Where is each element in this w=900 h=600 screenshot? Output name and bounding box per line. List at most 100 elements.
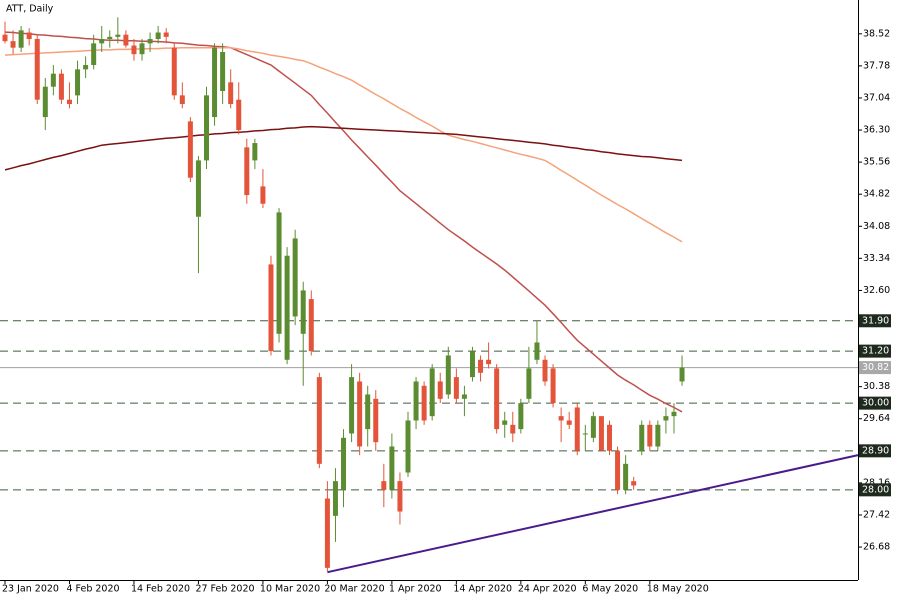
level-label-box xyxy=(859,396,891,410)
candle-body xyxy=(332,481,338,516)
candle-body xyxy=(365,394,371,430)
x-tick-label: 4 Feb 2020 xyxy=(66,584,119,595)
level-label-box xyxy=(859,444,891,458)
candle-body xyxy=(228,82,234,105)
candle-body xyxy=(429,368,435,417)
candle-body xyxy=(671,411,677,417)
candle-body xyxy=(381,481,387,490)
candle-body xyxy=(437,381,443,399)
candle-body xyxy=(566,420,572,425)
candle-body xyxy=(42,86,48,118)
moving-average xyxy=(4,46,683,243)
candle-body xyxy=(647,424,653,447)
y-tick-label: 37.04 xyxy=(863,92,890,103)
candle-body xyxy=(268,264,274,352)
candle-body xyxy=(623,463,629,490)
y-tick-label: 29.64 xyxy=(863,413,890,424)
candle-body xyxy=(582,433,588,435)
candle-body xyxy=(99,39,105,44)
candle-body xyxy=(413,381,419,421)
candle-body xyxy=(212,47,218,118)
candle-body xyxy=(10,41,16,48)
candle-body xyxy=(50,73,56,87)
level-label: 31.90 xyxy=(862,315,889,326)
candle-body xyxy=(292,238,298,317)
y-tick-label: 30.38 xyxy=(863,381,890,392)
candle-body xyxy=(469,351,475,378)
y-tick-label: 35.56 xyxy=(863,157,890,168)
y-tick-label: 28.16 xyxy=(863,477,890,488)
candle-body xyxy=(534,342,540,360)
candle-body xyxy=(445,355,451,395)
candle-body xyxy=(550,368,556,404)
candle-body xyxy=(155,32,161,40)
candle-body xyxy=(526,368,532,399)
y-tick-label: 27.42 xyxy=(863,509,890,520)
candle-body xyxy=(421,385,427,421)
candle-body xyxy=(179,95,185,105)
candle-body xyxy=(663,416,669,421)
candle-body xyxy=(107,36,113,40)
price-label: 30.82 xyxy=(862,362,889,373)
candle-body xyxy=(655,424,661,447)
candle-body xyxy=(308,299,314,352)
x-tick-label: 14 Apr 2020 xyxy=(453,584,512,595)
candle-body xyxy=(195,160,201,217)
candle-body xyxy=(639,424,645,451)
candle-body xyxy=(91,43,97,66)
candle-body xyxy=(34,39,40,100)
candle-body xyxy=(373,398,379,443)
candle-body xyxy=(236,99,242,131)
candle-body xyxy=(244,147,250,196)
candle-body xyxy=(397,481,403,512)
candle-body xyxy=(204,95,209,161)
candle-body xyxy=(139,43,145,55)
x-tick-label: 18 May 2020 xyxy=(647,584,709,595)
candle-body xyxy=(187,121,193,178)
candle-body xyxy=(518,403,524,430)
y-tick-label: 34.08 xyxy=(863,221,890,232)
candle-body xyxy=(220,52,226,92)
candle-body xyxy=(631,481,637,486)
y-tick-label: 26.68 xyxy=(863,542,890,553)
y-tick-label: 33.34 xyxy=(863,253,890,264)
candle-body xyxy=(316,377,322,464)
candle-body xyxy=(171,47,177,96)
candle-body xyxy=(324,498,330,568)
candle-body xyxy=(502,420,508,425)
x-tick-label: 23 Jan 2020 xyxy=(2,584,59,595)
level-label-box xyxy=(859,344,891,358)
x-tick-label: 20 Mar 2020 xyxy=(324,584,384,595)
level-label: 30.00 xyxy=(862,398,889,409)
y-tick-label: 34.82 xyxy=(863,189,890,200)
moving-average xyxy=(4,125,683,171)
level-label: 28.90 xyxy=(862,445,889,456)
candle-body xyxy=(300,290,306,334)
candle-body xyxy=(615,450,621,490)
level-label: 31.20 xyxy=(862,346,889,357)
candle-body xyxy=(75,69,81,96)
candle-body xyxy=(115,34,121,37)
y-tick-label: 38.52 xyxy=(863,28,890,39)
candle-body xyxy=(260,186,266,204)
candle-body xyxy=(478,359,484,373)
candle-body xyxy=(284,255,290,360)
candle-body xyxy=(2,34,8,42)
candle-body xyxy=(405,420,411,473)
price-label-box xyxy=(859,361,891,375)
candle-body xyxy=(66,99,72,105)
candle-body xyxy=(26,32,32,40)
chart-title: ATT, Daily xyxy=(6,4,54,15)
candle-body xyxy=(147,39,153,44)
candle-body xyxy=(123,34,129,46)
level-label: 28.00 xyxy=(862,484,889,495)
candle-body xyxy=(590,416,596,438)
candle-body xyxy=(131,45,137,55)
candle-body xyxy=(486,359,492,365)
x-tick-label: 24 Apr 2020 xyxy=(518,584,577,595)
x-tick-label: 6 May 2020 xyxy=(582,584,638,595)
candle-body xyxy=(58,73,64,100)
candle-body xyxy=(83,65,89,70)
